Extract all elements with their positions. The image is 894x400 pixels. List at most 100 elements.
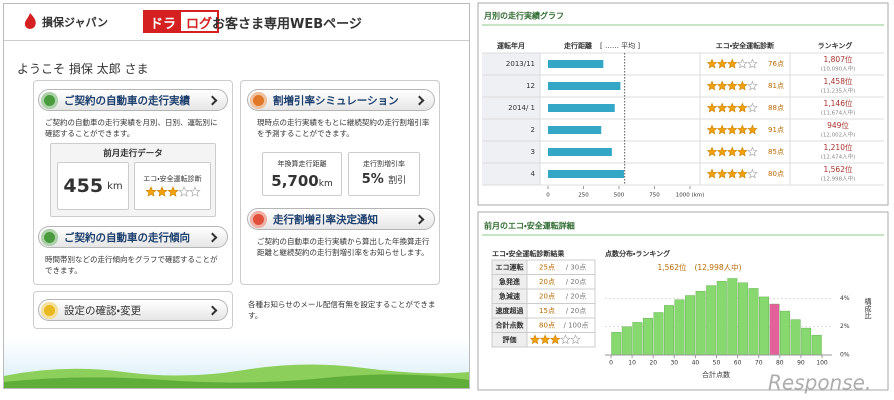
card-title: 走行割増引率決定通知 <box>273 213 378 226</box>
item: 急減速 <box>499 291 520 300</box>
rank-of: (11,674人中) <box>821 109 856 117</box>
card-title: ご契約の自動車の走行実績 <box>64 94 190 107</box>
item: 合計点数 <box>495 320 525 329</box>
histogram-bar <box>780 310 791 356</box>
score: 91点 <box>768 126 784 134</box>
x-tick-label: 60 <box>734 360 742 367</box>
panel-title: 前月のエコ・安全運転詳細 <box>484 221 575 231</box>
x-tick-label: 20 <box>649 360 657 367</box>
item: エコ運転 <box>496 262 524 271</box>
star <box>737 146 748 157</box>
panel <box>477 2 889 206</box>
score: 80点 <box>768 170 784 178</box>
item-max: / 20点 <box>566 292 587 300</box>
header-divider <box>4 40 469 41</box>
card-column <box>33 80 233 285</box>
annual-box: 年換算走行距離 5,700km <box>262 152 342 196</box>
item-max: / 30点 <box>566 263 587 271</box>
star-rating <box>706 58 758 69</box>
item-score: 20点 <box>539 278 555 286</box>
eco-label: エコ・安全運転診断 <box>143 175 202 183</box>
column-header: 走行距離 <box>564 41 592 50</box>
star-rating <box>706 102 758 113</box>
dist-rank: 1,562位 <box>658 262 687 272</box>
rank: 1,458位 <box>824 76 853 86</box>
histogram-bar <box>653 312 664 356</box>
star <box>727 80 738 91</box>
star-rating <box>706 146 758 157</box>
card-button[interactable]: ご契約の自動車の走行実績 <box>38 89 228 111</box>
brand-logo: ドラ ログ <box>143 10 220 33</box>
star <box>716 146 728 157</box>
x-tick-label: 10 <box>628 360 636 367</box>
month-label: 12 <box>526 82 535 90</box>
eco-box <box>134 162 211 210</box>
star <box>716 168 728 179</box>
star <box>706 102 718 113</box>
star <box>737 124 748 135</box>
star <box>716 102 728 113</box>
star <box>716 124 728 135</box>
x-tick-label: 500 <box>614 193 625 199</box>
footer-scenery <box>4 338 469 388</box>
star <box>737 102 748 113</box>
x-axis-label: 合計点数 <box>702 370 730 379</box>
y-tick-label: 2% <box>840 323 850 330</box>
card-button[interactable]: 走行割増引率決定通知 <box>247 208 435 230</box>
rank: 1,210位 <box>824 142 853 152</box>
star <box>727 102 738 113</box>
histogram-bar <box>811 334 822 356</box>
rank-of: (10,090人中) <box>821 65 856 73</box>
star <box>570 334 581 345</box>
average-legend: [ …… 平均 ] <box>600 41 640 50</box>
score: 76点 <box>768 60 784 68</box>
star <box>706 124 718 135</box>
annual-unit: km <box>318 179 333 189</box>
card-button[interactable]: 設定の確認・変更 <box>38 299 228 321</box>
card-desc: 各種お知らせのメール配信有無を設定することができます。 <box>248 300 436 320</box>
item-score: 20点 <box>539 292 555 300</box>
annual-value: 5,700km <box>263 172 341 190</box>
page-title: お客さま専用WEBページ <box>212 17 362 32</box>
star-rating <box>706 124 758 135</box>
bar <box>548 126 602 134</box>
histogram-bar <box>706 285 717 356</box>
star-rating <box>529 334 581 345</box>
star <box>550 334 561 345</box>
star <box>189 186 201 197</box>
star <box>706 146 718 157</box>
x-tick-label: 40 <box>692 360 700 367</box>
bar <box>548 104 615 112</box>
table-title: エコ・安全運転診断結果 <box>492 249 564 258</box>
y-tick-label: 0% <box>840 352 850 359</box>
x-tick-label: 0 <box>546 193 550 199</box>
item: 急発進 <box>499 277 520 286</box>
column-header: 運転年月 <box>497 41 525 50</box>
item: 速度超過 <box>496 306 524 315</box>
star <box>706 80 718 91</box>
star <box>747 58 758 69</box>
distance-value: 455 <box>63 175 104 197</box>
rank-of: (12,998人中) <box>821 175 856 183</box>
logo-icon <box>24 13 36 29</box>
month-label: 3 <box>531 148 535 156</box>
card-title: 設定の確認・変更 <box>64 304 142 317</box>
star-rating <box>706 168 758 179</box>
bar <box>548 148 612 156</box>
rank: 949位 <box>827 120 849 130</box>
star <box>716 80 728 91</box>
card-desc: ご契約の自動車の走行実績を月別、日別、運転別に確認することができます。 <box>45 118 218 138</box>
card-button[interactable]: ご契約の自動車の走行傾向 <box>38 226 228 248</box>
histogram-bar <box>642 317 653 356</box>
dist-title: 点数分布・ランキング <box>605 249 670 258</box>
star <box>747 80 758 91</box>
x-tick-label: 50 <box>713 360 721 367</box>
rate-number: 5% <box>361 172 384 187</box>
histogram-bar <box>716 281 727 356</box>
item-score: 80点 <box>539 321 555 329</box>
card-button[interactable]: 割増引率シミュレーション <box>247 89 435 111</box>
star <box>737 168 748 179</box>
histogram-bar <box>737 282 748 356</box>
